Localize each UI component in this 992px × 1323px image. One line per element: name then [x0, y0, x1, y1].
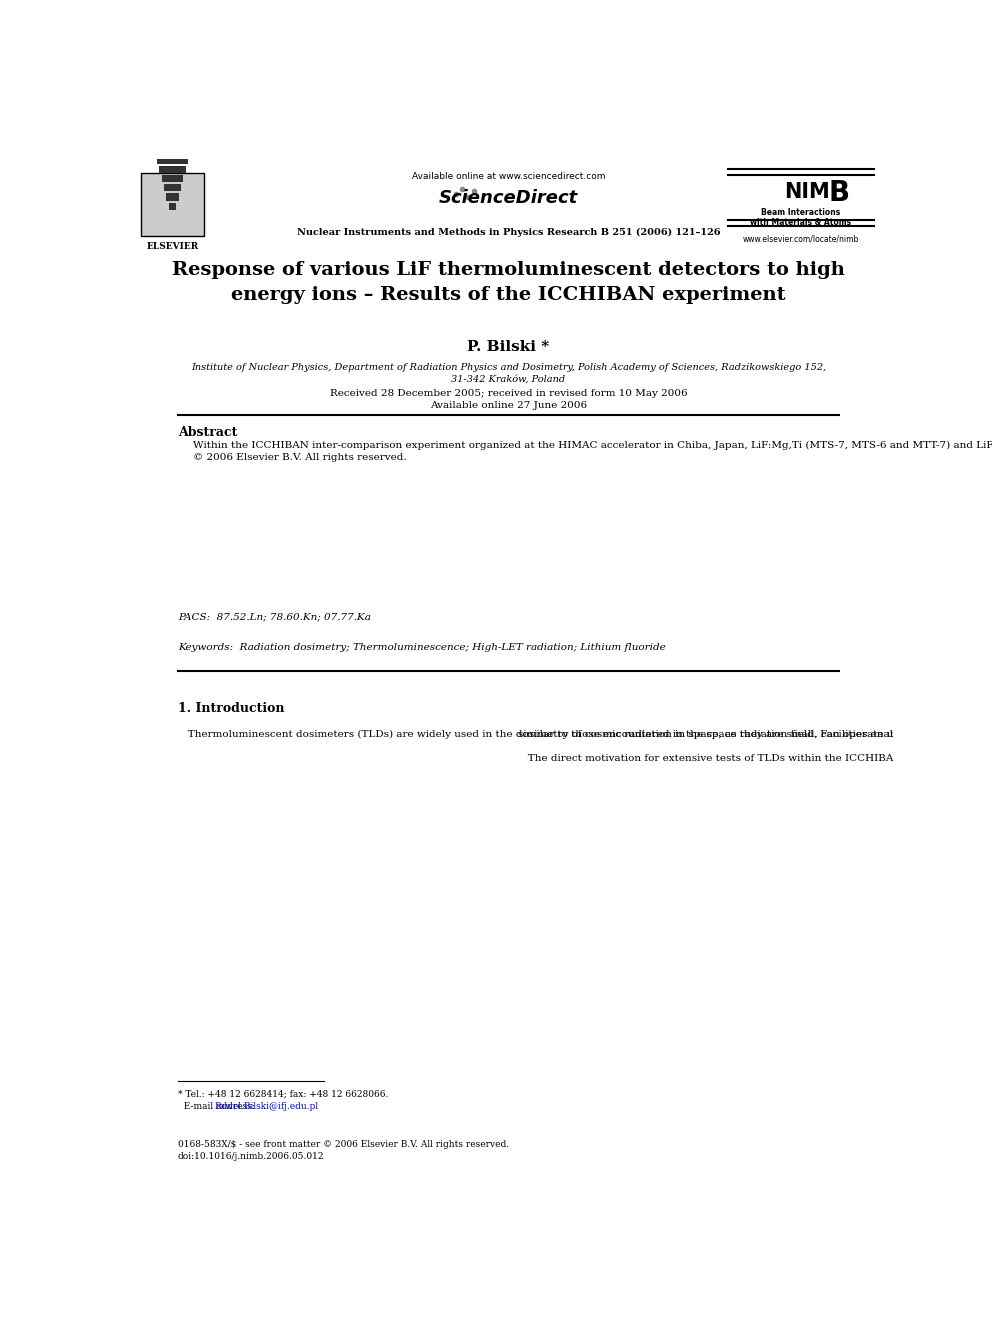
Bar	[167, 193, 179, 201]
Text: Abstract: Abstract	[178, 426, 237, 439]
Text: E-mail address:: E-mail address:	[178, 1102, 258, 1111]
Text: Within the ICCHIBAN inter-comparison experiment organized at the HIMAC accelerat: Within the ICCHIBAN inter-comparison exp…	[193, 441, 992, 462]
Bar	[160, 165, 186, 173]
Bar	[164, 184, 181, 192]
Text: Available online at www.sciencedirect.com: Available online at www.sciencedirect.co…	[412, 172, 605, 181]
Text: 1. Introduction: 1. Introduction	[178, 701, 285, 714]
Text: ScienceDirect: ScienceDirect	[438, 189, 578, 208]
Text: ELSEVIER: ELSEVIER	[147, 242, 198, 251]
Text: * Tel.: +48 12 6628414; fax: +48 12 6628066.: * Tel.: +48 12 6628414; fax: +48 12 6628…	[178, 1090, 388, 1099]
Text: www.elsevier.com/locate/nimb: www.elsevier.com/locate/nimb	[742, 234, 859, 243]
Text: Pawel.Bilski@ifj.edu.pl: Pawel.Bilski@ifj.edu.pl	[214, 1102, 318, 1111]
Text: 0168-583X/$ - see front matter © 2006 Elsevier B.V. All rights reserved.
doi:10.: 0168-583X/$ - see front matter © 2006 El…	[178, 1140, 509, 1162]
Text: B: B	[828, 179, 849, 208]
Text: Beam Interactions
with Materials & Atoms: Beam Interactions with Materials & Atoms	[750, 208, 851, 228]
Text: Thermoluminescent dosimeters (TLDs) are widely used in the dosimetry of cosmic r: Thermoluminescent dosimeters (TLDs) are …	[178, 730, 992, 740]
Bar	[169, 202, 177, 209]
Text: Keywords:  Radiation dosimetry; Thermoluminescence; High-LET radiation; Lithium : Keywords: Radiation dosimetry; Thermolum…	[178, 643, 666, 652]
Text: Received 28 December 2005; received in revised form 10 May 2006
Available online: Received 28 December 2005; received in r…	[329, 389, 687, 410]
Text: PACS:  87.52.Ln; 78.60.Kn; 07.77.Ka: PACS: 87.52.Ln; 78.60.Kn; 07.77.Ka	[178, 613, 371, 620]
Text: P. Bilski *: P. Bilski *	[467, 340, 550, 355]
Text: Institute of Nuclear Physics, Department of Radiation Physics and Dosimetry, Pol: Institute of Nuclear Physics, Department…	[190, 363, 826, 384]
Text: NIM: NIM	[784, 183, 829, 202]
Bar	[157, 156, 187, 164]
Text: similar to those encountered in the space radiation field. Facilities enabling s: similar to those encountered in the spac…	[518, 730, 992, 763]
Bar	[141, 173, 204, 237]
Text: Response of various LiF thermoluminescent detectors to high
energy ions – Result: Response of various LiF thermoluminescen…	[172, 261, 845, 304]
Bar	[162, 175, 184, 183]
Text: Nuclear Instruments and Methods in Physics Research B 251 (2006) 121–126: Nuclear Instruments and Methods in Physi…	[297, 228, 720, 237]
